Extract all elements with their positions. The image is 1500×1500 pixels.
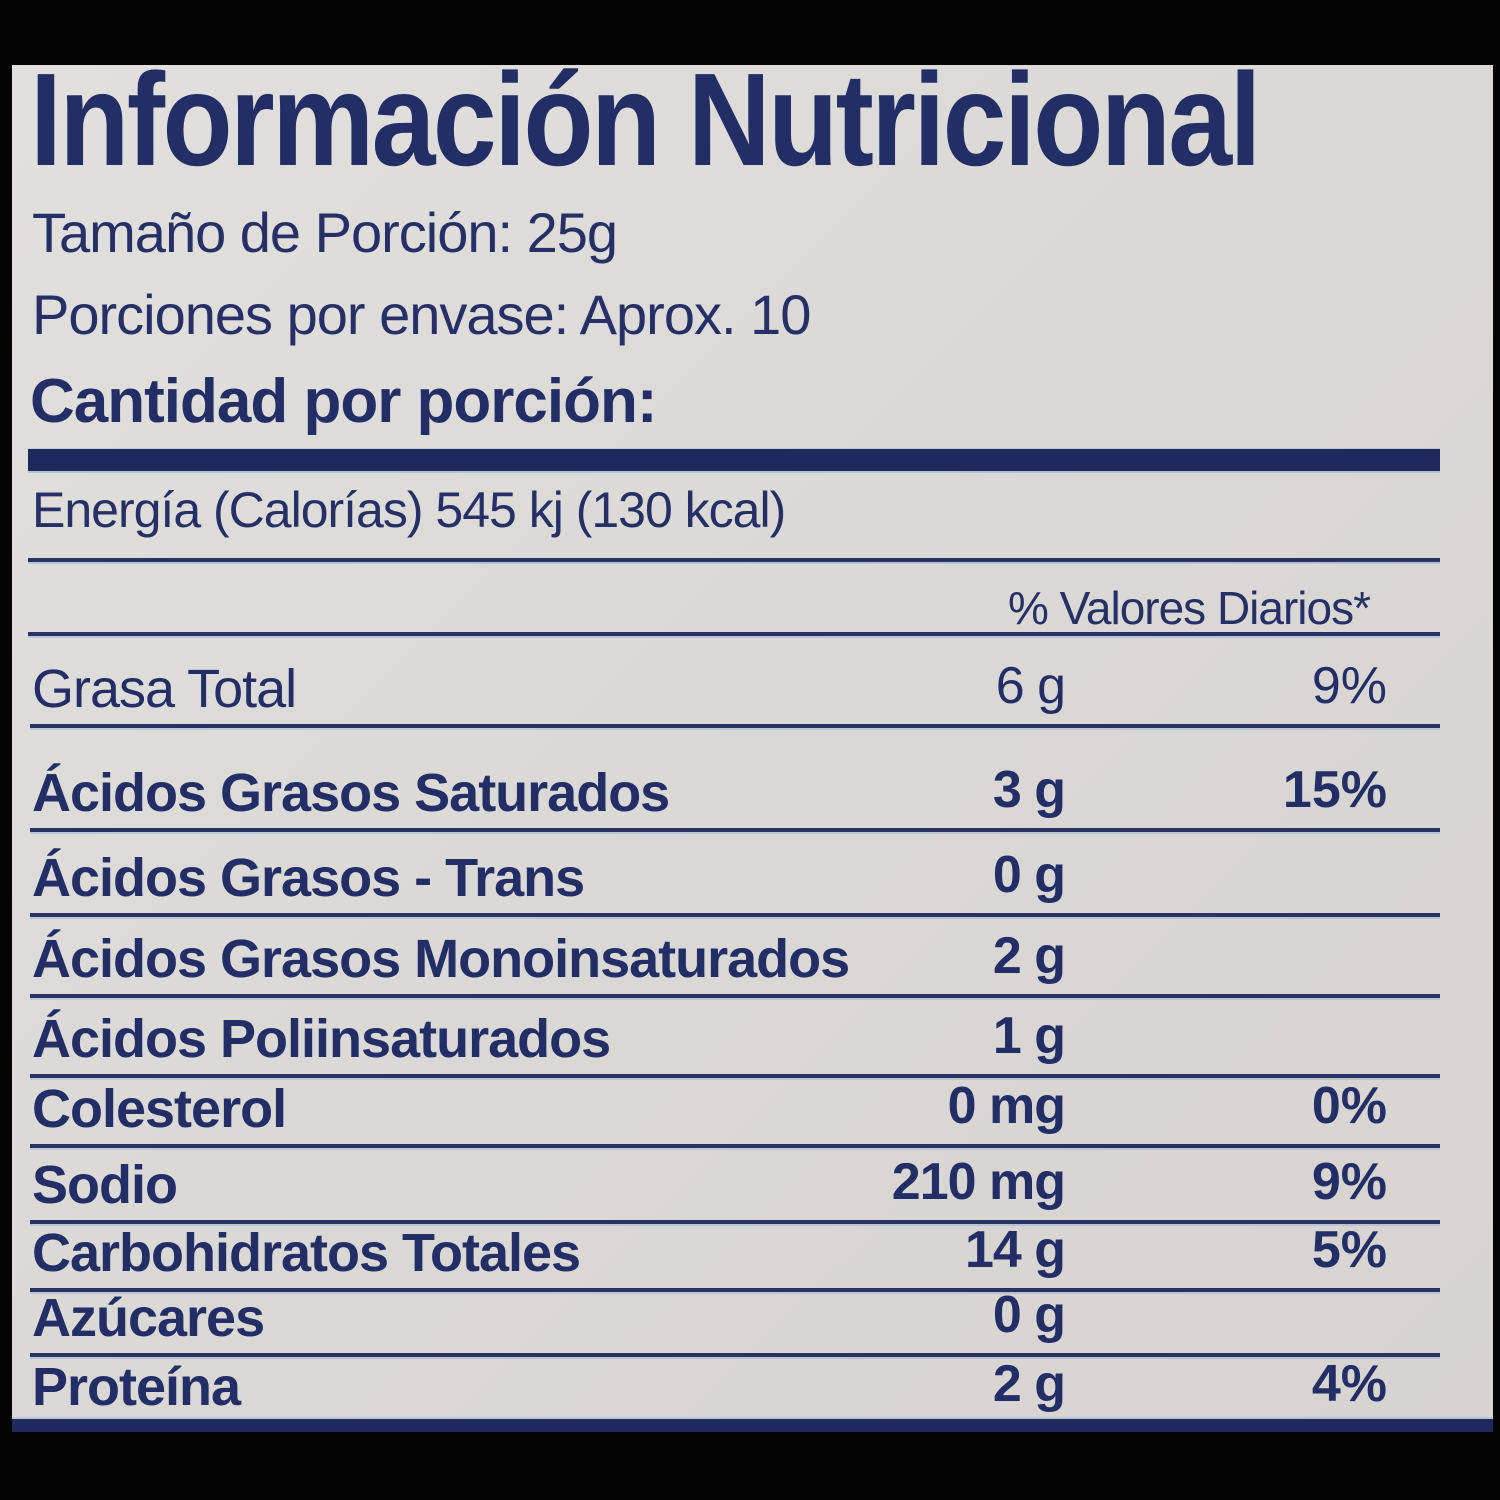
nutrient-amount: 14 g [964,1221,1066,1279]
nutrient-amount: 0 mg [947,1077,1066,1135]
label-title: Información Nutricional [30,65,1261,193]
nutrient-dv: 9% [1311,657,1387,715]
rule-under-dv-header [28,632,1440,636]
nutrient-dv: 5% [1311,1221,1387,1279]
nutrient-name: Carbohidratos Totales [32,1223,581,1283]
nutrient-row-poliinsaturados: Ácidos Poliinsaturados 1 g [30,998,1440,1078]
energy-line: Energía (Calorías) 545 kj (130 kcal) [32,482,786,538]
nutrient-dv: 15% [1282,761,1387,819]
nutrient-table: Grasa Total 6 g 9% Ácidos Grasos Saturad… [30,636,1440,1430]
nutrient-dv: 9% [1311,1153,1387,1211]
nutrient-row-azucares: Azúcares 0 g [30,1286,1440,1357]
daily-value-column-header: % Valores Diarios* [1007,582,1371,634]
amount-per-serving-heading: Cantidad por porción: [30,367,658,436]
nutrition-label: Información Nutricional Tamaño de Porció… [12,65,1493,1432]
nutrition-label-content: Información Nutricional Tamaño de Porció… [28,65,1440,1432]
nutrient-row-colesterol: Colesterol 0 mg 0% [30,1078,1440,1148]
nutrient-row-proteina: Proteína 2 g 4% [30,1357,1440,1430]
nutrient-name: Colesterol [32,1079,287,1139]
nutrient-name: Ácidos Grasos Monoinsaturados [32,929,850,989]
nutrient-dv: 0% [1311,1077,1387,1135]
nutrient-name: Azúcares [32,1288,265,1348]
thick-separator-bar [28,449,1440,471]
nutrient-row-grasos-saturados: Ácidos Grasos Saturados 3 g 15% [30,728,1440,832]
nutrient-row-carbohidratos: Carbohidratos Totales 14 g 5% [30,1224,1440,1292]
nutrient-name: Ácidos Poliinsaturados [32,1009,611,1069]
serving-size-line: Tamaño de Porción: 25g [32,201,618,264]
nutrient-amount: 0 g [992,846,1066,904]
rule-under-energy [28,558,1440,562]
nutrient-dv: 4% [1311,1355,1387,1413]
nutrient-amount: 2 g [992,1355,1066,1413]
nutrient-name: Ácidos Grasos Saturados [32,763,670,823]
nutrient-amount: 0 g [992,1286,1066,1344]
nutrient-amount: 210 mg [891,1153,1066,1211]
nutrient-row-grasos-trans: Ácidos Grasos - Trans 0 g [30,832,1440,917]
nutrient-name: Ácidos Grasos - Trans [32,848,585,908]
nutrient-row-sodio: Sodio 210 mg 9% [30,1148,1440,1224]
bottom-separator-bar [12,1419,1493,1432]
nutrient-amount: 1 g [992,1007,1066,1065]
nutrient-amount: 2 g [992,927,1066,985]
nutrient-amount: 3 g [992,761,1066,819]
nutrient-name: Grasa Total [32,659,297,719]
nutrient-row-grasos-monoinsaturados: Ácidos Grasos Monoinsaturados 2 g [30,917,1440,998]
nutrient-name: Sodio [32,1155,178,1215]
nutrient-row-grasa-total: Grasa Total 6 g 9% [30,636,1440,728]
nutrient-amount: 6 g [995,657,1066,715]
nutrient-name: Proteína [32,1357,241,1417]
servings-per-container-line: Porciones por envase: Aprox. 10 [32,283,811,346]
